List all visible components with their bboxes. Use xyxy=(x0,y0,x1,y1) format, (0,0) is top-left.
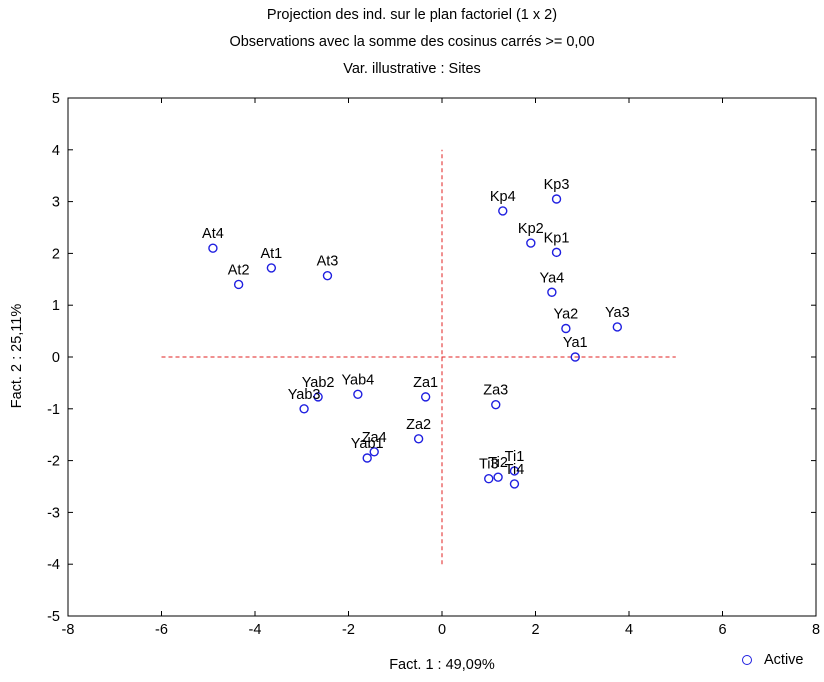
data-point xyxy=(322,270,333,281)
point-label: Ti2 xyxy=(488,455,508,471)
data-point xyxy=(353,389,363,399)
y-tick-label: -5 xyxy=(47,609,60,625)
point-label: Yab1 xyxy=(351,436,384,452)
x-tick-label: -6 xyxy=(155,622,168,638)
point-label: Ya3 xyxy=(605,305,630,321)
x-axis-label: Fact. 1 : 49,09% xyxy=(389,657,495,673)
x-tick-label: -2 xyxy=(342,622,355,638)
data-point xyxy=(313,392,323,402)
y-tick-label: 5 xyxy=(52,91,60,107)
data-point xyxy=(570,352,580,362)
data-point xyxy=(526,238,536,248)
point-label: Ya1 xyxy=(563,335,588,351)
point-label: At4 xyxy=(202,226,224,242)
data-point xyxy=(551,194,562,204)
point-label: Ya4 xyxy=(539,270,564,286)
legend: Active xyxy=(742,652,804,668)
y-tick-label: -1 xyxy=(47,402,60,418)
point-label: Ti4 xyxy=(505,462,525,478)
data-point xyxy=(233,279,244,290)
legend-label: Active xyxy=(764,652,804,668)
point-label: Kp2 xyxy=(518,221,544,237)
x-tick-label: -4 xyxy=(249,622,262,638)
x-tick-label: 0 xyxy=(438,622,446,638)
y-tick-label: 4 xyxy=(52,143,60,159)
y-axis-label: Fact. 2 : 25,11% xyxy=(9,303,25,409)
point-label: Za2 xyxy=(406,417,431,433)
data-point xyxy=(369,447,379,457)
data-point xyxy=(551,247,562,258)
y-axis: -5 -4 -3 -2 -1 0 1 2 3 4 5 xyxy=(47,91,816,625)
data-point xyxy=(362,453,372,463)
y-tick-label: 3 xyxy=(52,195,60,211)
x-tick-label: 6 xyxy=(718,622,726,638)
y-tick-label: 1 xyxy=(52,298,60,314)
data-point xyxy=(413,434,424,444)
data-point xyxy=(420,392,431,402)
x-tick-label: 4 xyxy=(625,622,633,638)
point-label: Yab2 xyxy=(302,375,335,391)
point-label: Kp4 xyxy=(490,189,516,205)
data-point xyxy=(266,263,277,273)
data-point xyxy=(509,466,520,476)
point-label: Kp1 xyxy=(544,230,570,246)
point-label: Yab3 xyxy=(288,387,321,403)
data-point xyxy=(208,243,218,253)
point-label: At2 xyxy=(228,262,250,278)
y-tick-label: 0 xyxy=(52,350,60,366)
data-point xyxy=(299,404,309,414)
data-point xyxy=(493,472,503,482)
point-label: At1 xyxy=(260,246,282,262)
data-point xyxy=(612,322,623,332)
data-point xyxy=(547,287,557,297)
data-point xyxy=(509,479,520,489)
y-tick-label: -2 xyxy=(47,454,60,470)
chart-subtitle: Observations avec la somme des cosinus c… xyxy=(229,34,595,50)
point-label: Za3 xyxy=(483,383,508,399)
point-label: Kp3 xyxy=(544,177,570,193)
y-tick-label: 2 xyxy=(52,246,60,262)
data-point xyxy=(491,399,501,410)
point-label: Ti1 xyxy=(505,449,525,465)
chart-subtitle-illustrative: Var. illustrative : Sites xyxy=(343,61,481,77)
reference-lines xyxy=(161,149,676,565)
y-tick-label: -4 xyxy=(47,557,60,573)
x-tick-label: 2 xyxy=(531,622,539,638)
legend-circle-marker xyxy=(742,655,752,665)
point-label: Ti3 xyxy=(479,457,499,473)
point-label: At3 xyxy=(317,254,339,270)
point-label: Yab4 xyxy=(341,372,374,388)
data-point xyxy=(484,474,494,484)
point-label: Ya2 xyxy=(554,307,579,323)
point-label: Za1 xyxy=(413,375,438,391)
y-tick-label: -3 xyxy=(47,505,60,521)
data-point xyxy=(498,206,508,216)
x-tick-label: 8 xyxy=(812,622,820,638)
x-tick-label: -8 xyxy=(62,622,75,638)
chart-title: Projection des ind. sur le plan factorie… xyxy=(266,7,558,23)
point-label: Za4 xyxy=(362,430,387,446)
data-point xyxy=(561,323,571,334)
x-axis: -8 -6 -4 -2 0 2 4 6 8 xyxy=(62,98,820,638)
